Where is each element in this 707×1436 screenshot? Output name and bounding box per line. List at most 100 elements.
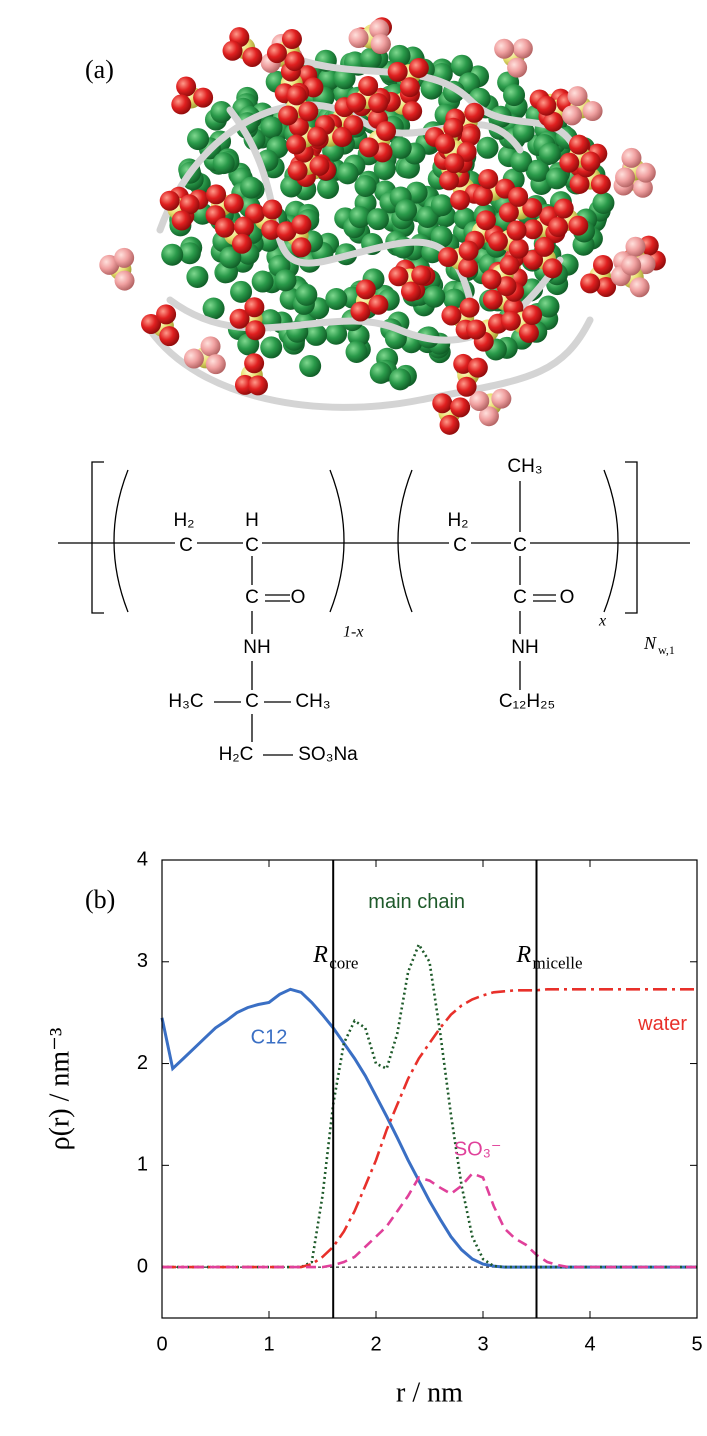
oxygen-atom xyxy=(141,313,162,334)
atom-label: NH xyxy=(511,637,538,658)
oxygen-atom xyxy=(402,101,423,122)
green-atom xyxy=(230,280,253,303)
oxygen-atom xyxy=(159,190,180,211)
oxygen-atom xyxy=(332,127,353,148)
oxygen-atom xyxy=(496,276,517,297)
series-label: SO₃⁻ xyxy=(454,1138,502,1160)
green-atom xyxy=(325,322,348,345)
green-atom xyxy=(388,44,411,67)
oxygen-atom xyxy=(156,304,177,325)
fraction-label: x xyxy=(598,613,606,630)
oxygen-atom xyxy=(458,257,479,278)
green-atom xyxy=(187,128,210,151)
oxygen-atom xyxy=(629,277,650,298)
oxygen-atom xyxy=(615,167,636,188)
degree-label: N xyxy=(643,633,657,653)
oxygen-atom xyxy=(286,134,307,155)
oxygen-atom xyxy=(500,310,521,331)
green-atom xyxy=(527,159,550,182)
oxygen-atom xyxy=(464,102,485,123)
oxygen-atom xyxy=(460,126,481,147)
atom-label: H₃C xyxy=(168,691,203,712)
oxygen-atom xyxy=(439,414,460,435)
green-atom xyxy=(373,158,396,181)
atom-label: H₂ xyxy=(447,510,468,531)
green-atom xyxy=(202,297,225,320)
green-atom xyxy=(299,355,322,378)
y-tick-label: 2 xyxy=(137,1052,148,1074)
green-atom xyxy=(336,162,359,185)
y-tick-label: 0 xyxy=(137,1255,148,1277)
oxygen-atom xyxy=(234,216,255,237)
oxygen-atom xyxy=(193,87,214,108)
oxygen-atom xyxy=(99,254,120,275)
atom-label: H₂C xyxy=(219,744,254,765)
green-atom xyxy=(251,270,274,293)
oxygen-atom xyxy=(481,269,502,290)
green-atom xyxy=(510,150,533,173)
oxygen-atom xyxy=(456,376,477,397)
oxygen-atom xyxy=(266,43,287,64)
oxygen-atom xyxy=(553,198,574,219)
oxygen-atom xyxy=(472,186,493,207)
atom-label: C xyxy=(245,691,259,712)
atom-label: CH₃ xyxy=(295,691,330,712)
oxygen-atom xyxy=(522,198,543,219)
reference-subscript: core xyxy=(329,954,358,973)
oxygen-atom xyxy=(543,111,564,132)
oxygen-atom xyxy=(171,210,192,231)
green-atom xyxy=(354,174,377,197)
oxygen-atom xyxy=(435,133,456,154)
oxygen-atom xyxy=(498,202,519,223)
oxygen-atom xyxy=(284,51,305,72)
green-atom xyxy=(295,283,318,306)
green-atom xyxy=(545,167,568,190)
oxygen-atom xyxy=(443,117,464,138)
atom-label: H xyxy=(245,510,259,531)
oxygen-atom xyxy=(291,237,312,258)
oxygen-atom xyxy=(432,393,453,414)
oxygen-atom xyxy=(114,247,135,268)
reference-label: R xyxy=(312,942,328,968)
series-label: water xyxy=(637,1013,687,1035)
oxygen-atom xyxy=(459,297,480,318)
atom-label: SO₃Na xyxy=(298,744,358,765)
oxygen-atom xyxy=(632,177,653,198)
oxygen-atom xyxy=(244,297,265,318)
oxygen-atom xyxy=(358,137,379,158)
oxygen-atom xyxy=(245,320,266,341)
series-line xyxy=(162,988,697,1269)
oxygen-atom xyxy=(621,255,642,276)
oxygen-atom xyxy=(487,231,508,252)
reference-subscript: micelle xyxy=(533,954,583,973)
green-atom xyxy=(305,323,328,346)
oxygen-atom xyxy=(229,308,250,329)
oxygen-atom xyxy=(159,326,180,347)
oxygen-atom xyxy=(508,238,529,259)
green-atom xyxy=(260,336,283,359)
oxygen-atom xyxy=(482,289,503,310)
oxygen-atom xyxy=(582,101,603,122)
oxygen-atom xyxy=(242,46,263,67)
x-tick-label: 4 xyxy=(584,1333,595,1355)
green-atom xyxy=(476,136,499,159)
atom-label: C xyxy=(245,587,259,608)
green-atom xyxy=(240,176,263,199)
oxygen-atom xyxy=(593,254,614,275)
oxygen-atom xyxy=(625,236,646,257)
oxygen-atom xyxy=(568,134,589,155)
green-atom xyxy=(280,175,303,198)
oxygen-atom xyxy=(580,151,601,172)
atom-label: O xyxy=(291,587,306,608)
oxygen-atom xyxy=(261,219,282,240)
oxygen-atom xyxy=(114,270,135,291)
oxygen-atom xyxy=(388,266,409,287)
oxygen-atom xyxy=(278,105,299,126)
oxygen-atom xyxy=(281,29,302,50)
oxygen-atom xyxy=(562,105,583,126)
green-atom xyxy=(389,136,412,159)
oxygen-atom xyxy=(171,94,192,115)
oxygen-atom xyxy=(286,85,307,106)
oxygen-atom xyxy=(205,354,226,375)
